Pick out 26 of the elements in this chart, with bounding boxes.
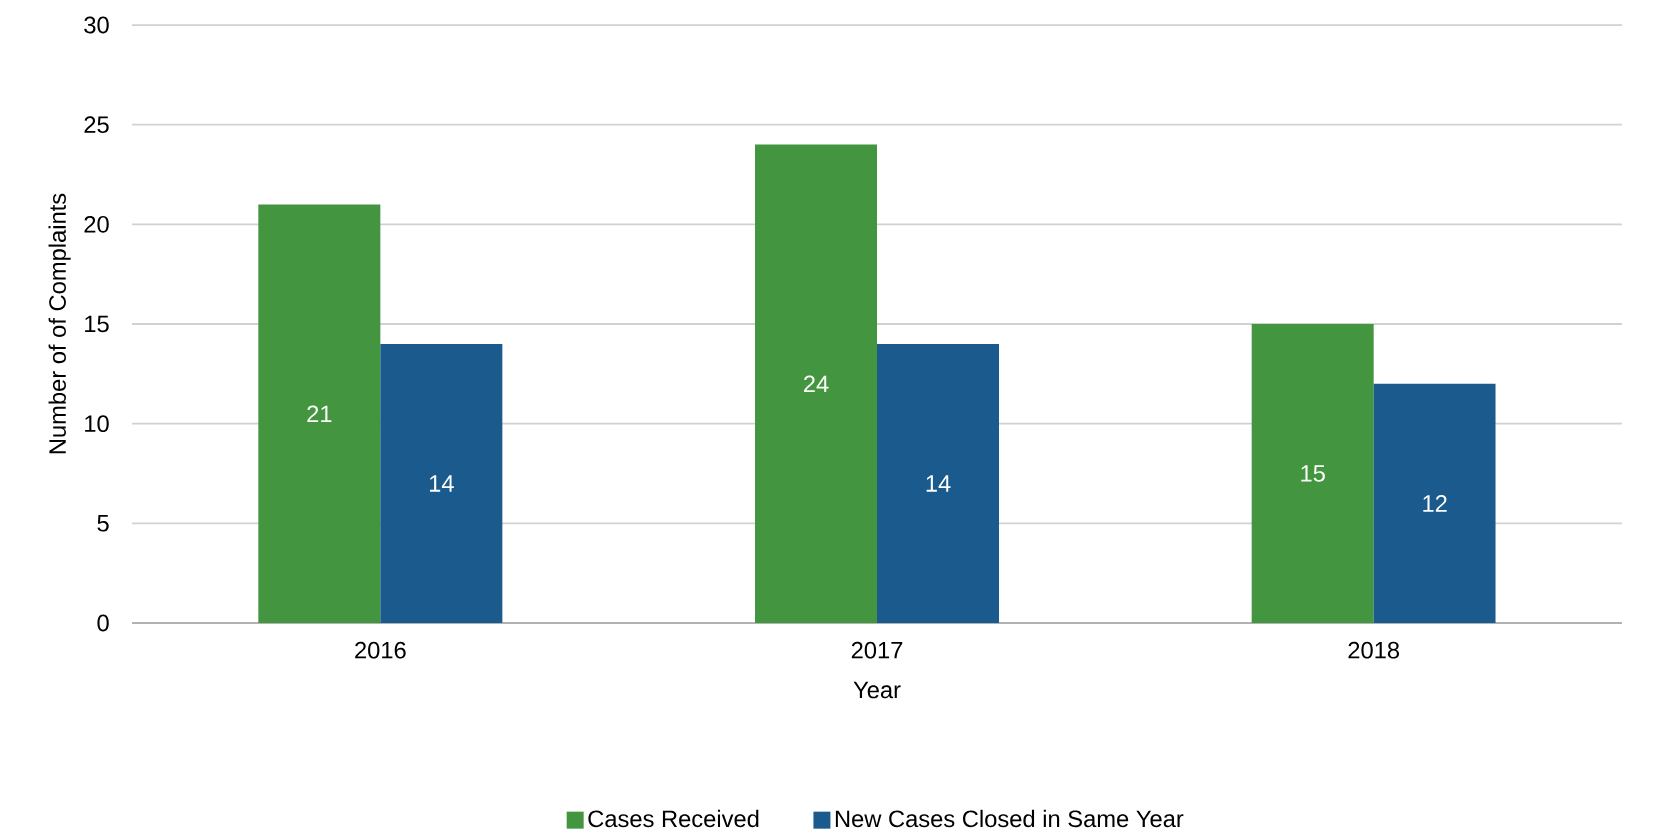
data-label: 24 xyxy=(804,375,829,393)
y-tick-label: 25 xyxy=(84,116,109,134)
bar xyxy=(1251,324,1374,624)
y-tick-label: 30 xyxy=(84,16,109,34)
bar xyxy=(755,144,878,624)
data-label: 14 xyxy=(926,475,951,492)
data-label: 15 xyxy=(1301,465,1325,482)
data-label: 12 xyxy=(1423,495,1447,512)
legend-label: New Cases Closed in Same Year xyxy=(835,810,1184,828)
y-tick-label: 5 xyxy=(97,515,109,532)
legend-label: Cases Received xyxy=(588,810,759,828)
data-label: 14 xyxy=(429,475,454,492)
y-tick-label: 20 xyxy=(84,216,109,233)
x-tick-label: 2016 xyxy=(355,642,406,659)
y-axis-title: Number of of Complaints xyxy=(48,193,71,454)
bar xyxy=(258,204,381,624)
data-label: 21 xyxy=(307,405,332,423)
y-tick-label: 15 xyxy=(85,315,109,333)
x-tick-label: 2018 xyxy=(1348,642,1400,659)
bar xyxy=(877,344,1000,624)
bar xyxy=(380,344,503,624)
x-tick-label: 2017 xyxy=(851,642,903,659)
x-axis-title: Year xyxy=(853,682,901,699)
bar xyxy=(1373,384,1496,624)
y-tick-label: 0 xyxy=(97,614,109,632)
y-tick-label: 10 xyxy=(85,415,109,433)
